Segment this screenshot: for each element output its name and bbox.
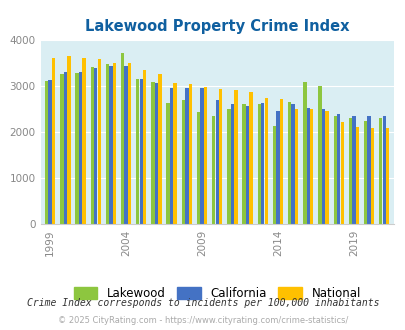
Title: Lakewood Property Crime Index: Lakewood Property Crime Index [85,19,349,34]
Bar [60,74,63,224]
Bar [166,103,169,224]
Bar [67,56,70,224]
Bar [97,59,100,224]
Bar [139,79,143,224]
Bar [242,104,245,224]
Bar [385,128,388,224]
Bar [340,122,343,224]
Bar [128,63,131,224]
Bar [352,116,355,224]
Bar [90,67,94,224]
Bar [200,88,203,224]
Bar [348,118,351,224]
Bar [249,92,252,224]
Bar [215,100,218,224]
Bar [318,86,321,224]
Bar [218,88,222,224]
Bar [196,112,200,224]
Bar [306,108,309,224]
Bar [79,72,82,224]
Text: © 2025 CityRating.com - https://www.cityrating.com/crime-statistics/: © 2025 CityRating.com - https://www.city… [58,316,347,325]
Bar [185,88,188,224]
Bar [203,87,207,224]
Bar [333,116,336,224]
Bar [113,63,116,224]
Bar [170,88,173,224]
Bar [45,81,48,224]
Bar [264,98,267,224]
Bar [48,80,52,224]
Bar [154,83,158,224]
Bar [181,100,185,224]
Legend: Lakewood, California, National: Lakewood, California, National [68,282,365,305]
Bar [378,118,382,224]
Bar [158,74,161,224]
Bar [294,109,298,224]
Bar [121,53,124,224]
Bar [272,126,275,224]
Bar [321,109,324,224]
Bar [363,121,367,224]
Bar [275,111,279,224]
Bar [257,104,260,224]
Bar [336,115,339,224]
Bar [245,106,249,224]
Bar [279,99,282,224]
Bar [382,116,385,224]
Bar [188,84,192,224]
Bar [173,83,177,224]
Bar [64,72,67,224]
Bar [143,70,146,224]
Bar [52,58,55,224]
Bar [324,111,328,224]
Bar [370,128,373,224]
Bar [211,116,215,224]
Bar [303,82,306,224]
Bar [287,102,291,224]
Bar [82,58,85,224]
Bar [234,90,237,224]
Bar [136,79,139,224]
Bar [260,103,264,224]
Bar [124,66,128,224]
Bar [355,127,358,224]
Bar [105,64,109,224]
Bar [227,109,230,224]
Bar [230,104,234,224]
Text: Crime Index corresponds to incidents per 100,000 inhabitants: Crime Index corresponds to incidents per… [27,298,378,308]
Bar [367,116,370,224]
Bar [151,82,154,224]
Bar [94,68,97,224]
Bar [109,66,112,224]
Bar [75,73,79,224]
Bar [309,109,313,224]
Bar [291,104,294,224]
